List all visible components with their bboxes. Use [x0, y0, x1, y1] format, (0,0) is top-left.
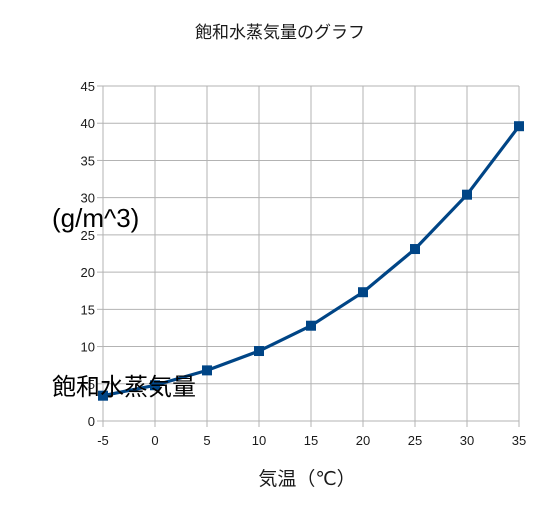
- x-tick-label: 25: [408, 433, 422, 448]
- axes: [97, 85, 520, 427]
- y-tick-label: 15: [81, 302, 95, 317]
- y-axis-series-name: 飽和水蒸気量: [52, 373, 196, 401]
- y-tick-label: 5: [88, 377, 95, 392]
- x-tick-label: 30: [460, 433, 474, 448]
- data-point: [306, 320, 316, 331]
- data-point: [514, 121, 524, 132]
- data-point: [98, 390, 108, 401]
- y-axis-label: (g/m^3): [52, 203, 139, 233]
- y-tick-label: 35: [81, 153, 95, 168]
- series-layer: [98, 121, 524, 401]
- y-tick-label: 30: [81, 191, 95, 206]
- y-tick-label: 0: [88, 414, 95, 429]
- x-tick-label: 10: [252, 433, 266, 448]
- x-tick-label: 20: [356, 433, 370, 448]
- y-tick-label: 20: [81, 265, 95, 280]
- x-tick-label: 0: [151, 433, 158, 448]
- x-tick-label: 35: [512, 433, 526, 448]
- data-point: [358, 287, 368, 298]
- data-point: [254, 346, 264, 357]
- y-tick-label: 45: [81, 79, 95, 94]
- y-tick-label: 40: [81, 116, 95, 131]
- data-point: [410, 244, 420, 255]
- x-tick-label: 5: [203, 433, 210, 448]
- y-tick-label: 25: [81, 228, 95, 243]
- data-point: [462, 189, 472, 200]
- x-tick-label: -5: [97, 433, 109, 448]
- data-point: [202, 365, 212, 376]
- grid-lines: [102, 85, 520, 422]
- x-axis-label: 気温（℃）: [258, 468, 355, 490]
- y-tick-label: 10: [81, 340, 95, 355]
- x-tick-label: 15: [304, 433, 318, 448]
- data-point: [150, 380, 160, 391]
- chart-title: 飽和水蒸気量のグラフ: [195, 23, 365, 43]
